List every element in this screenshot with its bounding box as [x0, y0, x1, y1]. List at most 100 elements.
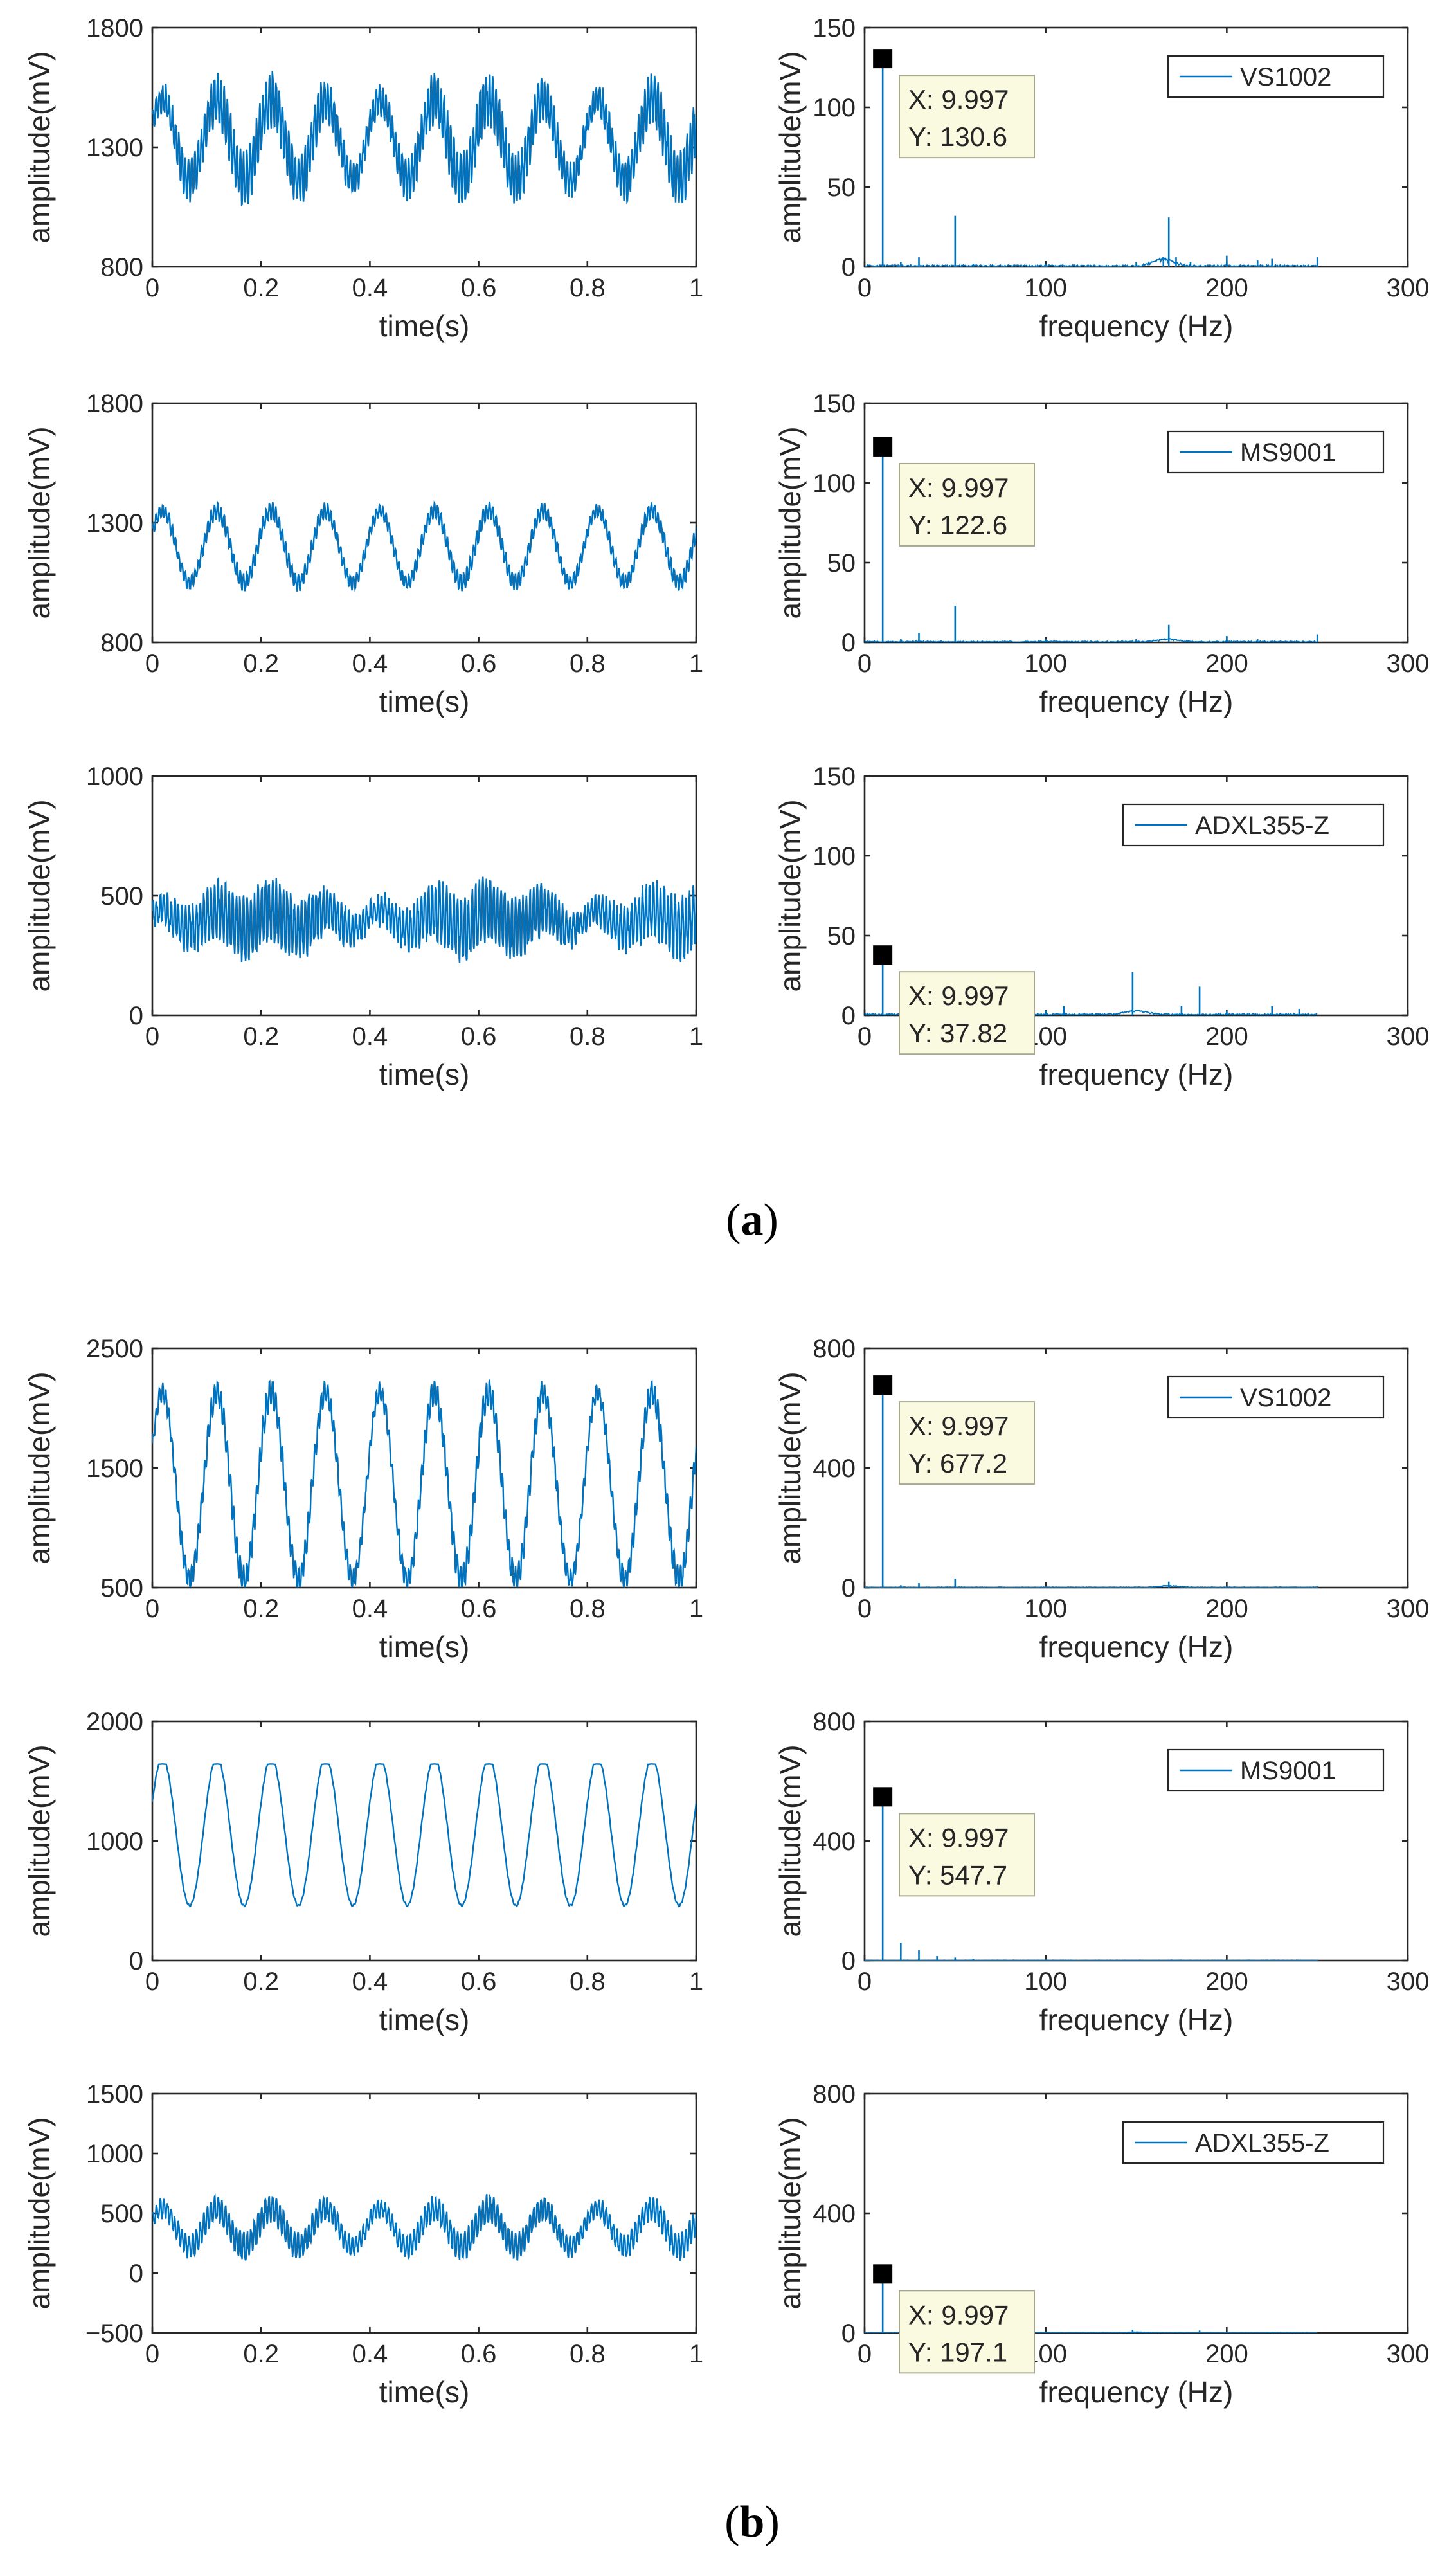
- x-tick-label: 200: [1205, 1595, 1248, 1623]
- x-tick-label: 1: [689, 274, 703, 302]
- y-tick-label: 1800: [86, 390, 143, 418]
- x-tick-label: 200: [1205, 274, 1248, 302]
- datatip-marker: [873, 1787, 893, 1807]
- y-axis-label: amplitude(mV): [22, 1372, 56, 1564]
- legend-label: VS1002: [1240, 63, 1331, 91]
- x-tick-label: 0: [858, 2340, 872, 2368]
- x-tick-label: 0.2: [243, 1022, 279, 1051]
- signal-line: [152, 71, 696, 206]
- y-tick-label: 1300: [86, 509, 143, 538]
- y-tick-label: 1300: [86, 134, 143, 162]
- legend-label: MS9001: [1240, 439, 1336, 467]
- y-axis-label: amplitude(mV): [773, 426, 807, 619]
- x-axis-label: frequency (Hz): [1039, 2375, 1234, 2409]
- chart-b-time-1: 0 0.2 0.4 0.6 0.8 150015002500time(s)amplitud…: [22, 1335, 703, 1663]
- y-axis-label: amplitude(mV): [773, 1745, 807, 1937]
- y-tick-label: 1000: [86, 763, 143, 791]
- plot-frame: [151, 26, 697, 268]
- y-tick-label: 0: [841, 1947, 856, 1975]
- y-axis-label: amplitude(mV): [22, 51, 56, 243]
- y-tick-label: 50: [827, 922, 856, 950]
- datatip-marker: [873, 2264, 893, 2284]
- x-tick-label: 100: [1024, 1595, 1067, 1623]
- spectrum-floor: [865, 638, 1318, 642]
- data-layer: [152, 2193, 696, 2261]
- x-tick-label: 0.8: [570, 2340, 606, 2368]
- y-tick-label: 0: [841, 1574, 856, 1602]
- x-tick-label: 300: [1387, 274, 1430, 302]
- plot-frame: [151, 402, 697, 644]
- datatip-x: X: 9.997: [908, 981, 1009, 1011]
- spectrum-floor: [865, 1584, 1318, 1588]
- x-tick-label: 300: [1387, 1968, 1430, 1996]
- datatip-marker: [873, 437, 893, 457]
- y-tick-label: 1500: [86, 1455, 143, 1483]
- y-tick-label: 0: [129, 1947, 143, 1975]
- datatip-x: X: 9.997: [908, 84, 1009, 114]
- x-tick-label: 0.4: [352, 274, 388, 302]
- y-tick-label: 100: [813, 94, 856, 122]
- y-axis-label: amplitude(mV): [22, 2117, 56, 2309]
- x-tick-label: 0.6: [461, 2340, 497, 2368]
- chart-a-time-3: 0 0.2 0.4 0.6 0.8 1 0 500 1000 time(s) amplitude(m…: [22, 763, 703, 1091]
- y-tick-label: 800: [100, 629, 143, 657]
- y-tick-label: 2500: [86, 1335, 143, 1363]
- panel-label-b: (b): [724, 2497, 780, 2547]
- y-tick-label: 50: [827, 174, 856, 202]
- x-tick-label: 0.6: [461, 649, 497, 678]
- y-tick-label: 150: [813, 763, 856, 791]
- y-axis-label: amplitude(mV): [22, 426, 56, 619]
- datatip-y: Y: 197.1: [908, 2337, 1007, 2367]
- y-tick-label: 1800: [86, 14, 143, 42]
- chart-b-time-3: 0 0.2 0.4 0.6 0.8 1−500050010001500time(s)amp…: [22, 2080, 703, 2409]
- signal-line: [152, 2193, 696, 2261]
- plot-frame: [151, 1720, 697, 1962]
- y-tick-label: 1000: [86, 2140, 143, 2168]
- y-axis-label: amplitude(mV): [773, 1372, 807, 1564]
- plot-frame: [151, 1347, 697, 1589]
- x-tick-label: 0: [145, 1595, 159, 1623]
- y-tick-label: 50: [827, 549, 856, 577]
- chart-a-fft-1: 0 100 200 300 0 50 100 150 frequency (Hz) amplitu…: [773, 14, 1429, 343]
- y-tick-label: −500: [85, 2319, 143, 2348]
- x-tick-label: 1: [689, 2340, 703, 2368]
- x-tick-label: 0: [145, 1968, 159, 1996]
- legend-label: ADXL355-Z: [1195, 811, 1329, 840]
- datatip-box: [899, 1401, 1035, 1485]
- y-tick-label: 0: [841, 253, 856, 282]
- chart-b-fft-2: 0 100 200 300 0 400 800 frequency (Hz) amplitude…: [773, 1708, 1429, 2036]
- datatip-x: X: 9.997: [908, 1822, 1009, 1853]
- x-tick-label: 0: [858, 1968, 872, 1996]
- signal-line: [152, 1379, 696, 1588]
- y-tick-label: 400: [813, 1827, 856, 1856]
- y-tick-label: 100: [813, 469, 856, 498]
- y-tick-label: 500: [100, 2200, 143, 2228]
- x-axis-label: time(s): [379, 1058, 470, 1091]
- x-axis-label: time(s): [379, 2375, 470, 2409]
- x-tick-label: 200: [1205, 1022, 1248, 1051]
- y-tick-label: 1000: [86, 1827, 143, 1856]
- datatip-y: Y: 37.82: [908, 1018, 1007, 1048]
- datatip-box: [899, 462, 1035, 547]
- x-tick-label: 0: [858, 1595, 872, 1623]
- x-tick-label: 300: [1387, 2340, 1430, 2368]
- x-tick-label: 0.8: [570, 1022, 606, 1051]
- datatip-box: [899, 75, 1035, 159]
- x-tick-label: 0.6: [461, 274, 497, 302]
- x-axis-label: time(s): [379, 1630, 470, 1663]
- x-tick-label: 0.2: [243, 1968, 279, 1996]
- y-axis-label: amplitude(mV): [773, 799, 807, 992]
- x-axis-label: time(s): [379, 2003, 470, 2036]
- x-axis-label: frequency (Hz): [1039, 1630, 1234, 1663]
- x-tick-label: 0.6: [461, 1595, 497, 1623]
- chart-a-fft-2: 0 100 200 300 0 50 100 150 frequency (Hz) amplitu…: [773, 390, 1429, 718]
- datatip-box: [899, 2290, 1035, 2374]
- x-tick-label: 0.4: [352, 2340, 388, 2368]
- datatip-x: X: 9.997: [908, 2299, 1009, 2330]
- data-layer: [865, 1385, 1318, 1588]
- data-layer: [152, 500, 696, 592]
- y-axis-label: amplitude(mV): [773, 2117, 807, 2309]
- panel-label-a: (a): [726, 1195, 778, 1245]
